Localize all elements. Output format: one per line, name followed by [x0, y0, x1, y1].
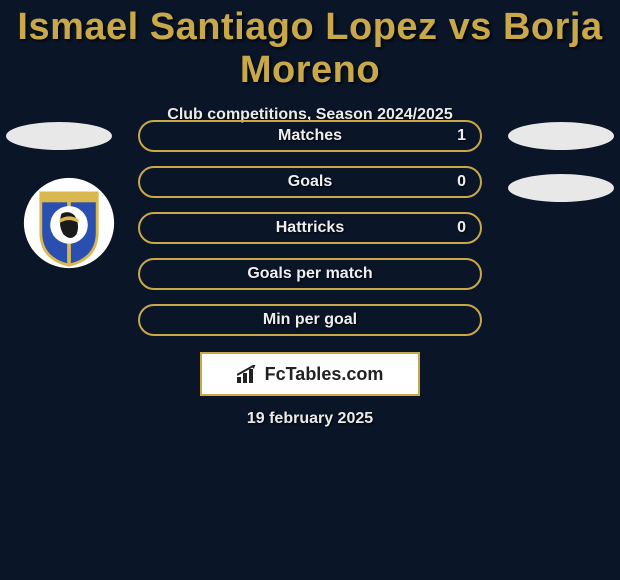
- chart-icon: [237, 365, 259, 383]
- stat-value: 1: [457, 127, 466, 145]
- club-badge: [22, 176, 116, 270]
- stat-value: 0: [457, 219, 466, 237]
- watermark-text: FcTables.com: [265, 364, 384, 385]
- watermark: FcTables.com: [200, 352, 420, 396]
- player-left-placeholder: [6, 122, 112, 150]
- stat-row-hattricks: Hattricks 0: [138, 212, 482, 244]
- player-right-placeholder-2: [508, 174, 614, 202]
- club-badge-icon: [22, 176, 116, 270]
- stat-label: Goals per match: [247, 265, 372, 283]
- stat-value: 0: [457, 173, 466, 191]
- stat-label: Hattricks: [276, 219, 344, 237]
- stats-panel: Matches 1 Goals 0 Hattricks 0 Goals per …: [138, 120, 482, 350]
- stat-row-goals-per-match: Goals per match: [138, 258, 482, 290]
- stat-row-min-per-goal: Min per goal: [138, 304, 482, 336]
- stat-label: Matches: [278, 127, 342, 145]
- stat-row-goals: Goals 0: [138, 166, 482, 198]
- stat-row-matches: Matches 1: [138, 120, 482, 152]
- footer-date: 19 february 2025: [0, 410, 620, 428]
- stat-label: Min per goal: [263, 311, 357, 329]
- player-right-placeholder-1: [508, 122, 614, 150]
- stat-label: Goals: [288, 173, 332, 191]
- page-title: Ismael Santiago Lopez vs Borja Moreno: [0, 0, 620, 92]
